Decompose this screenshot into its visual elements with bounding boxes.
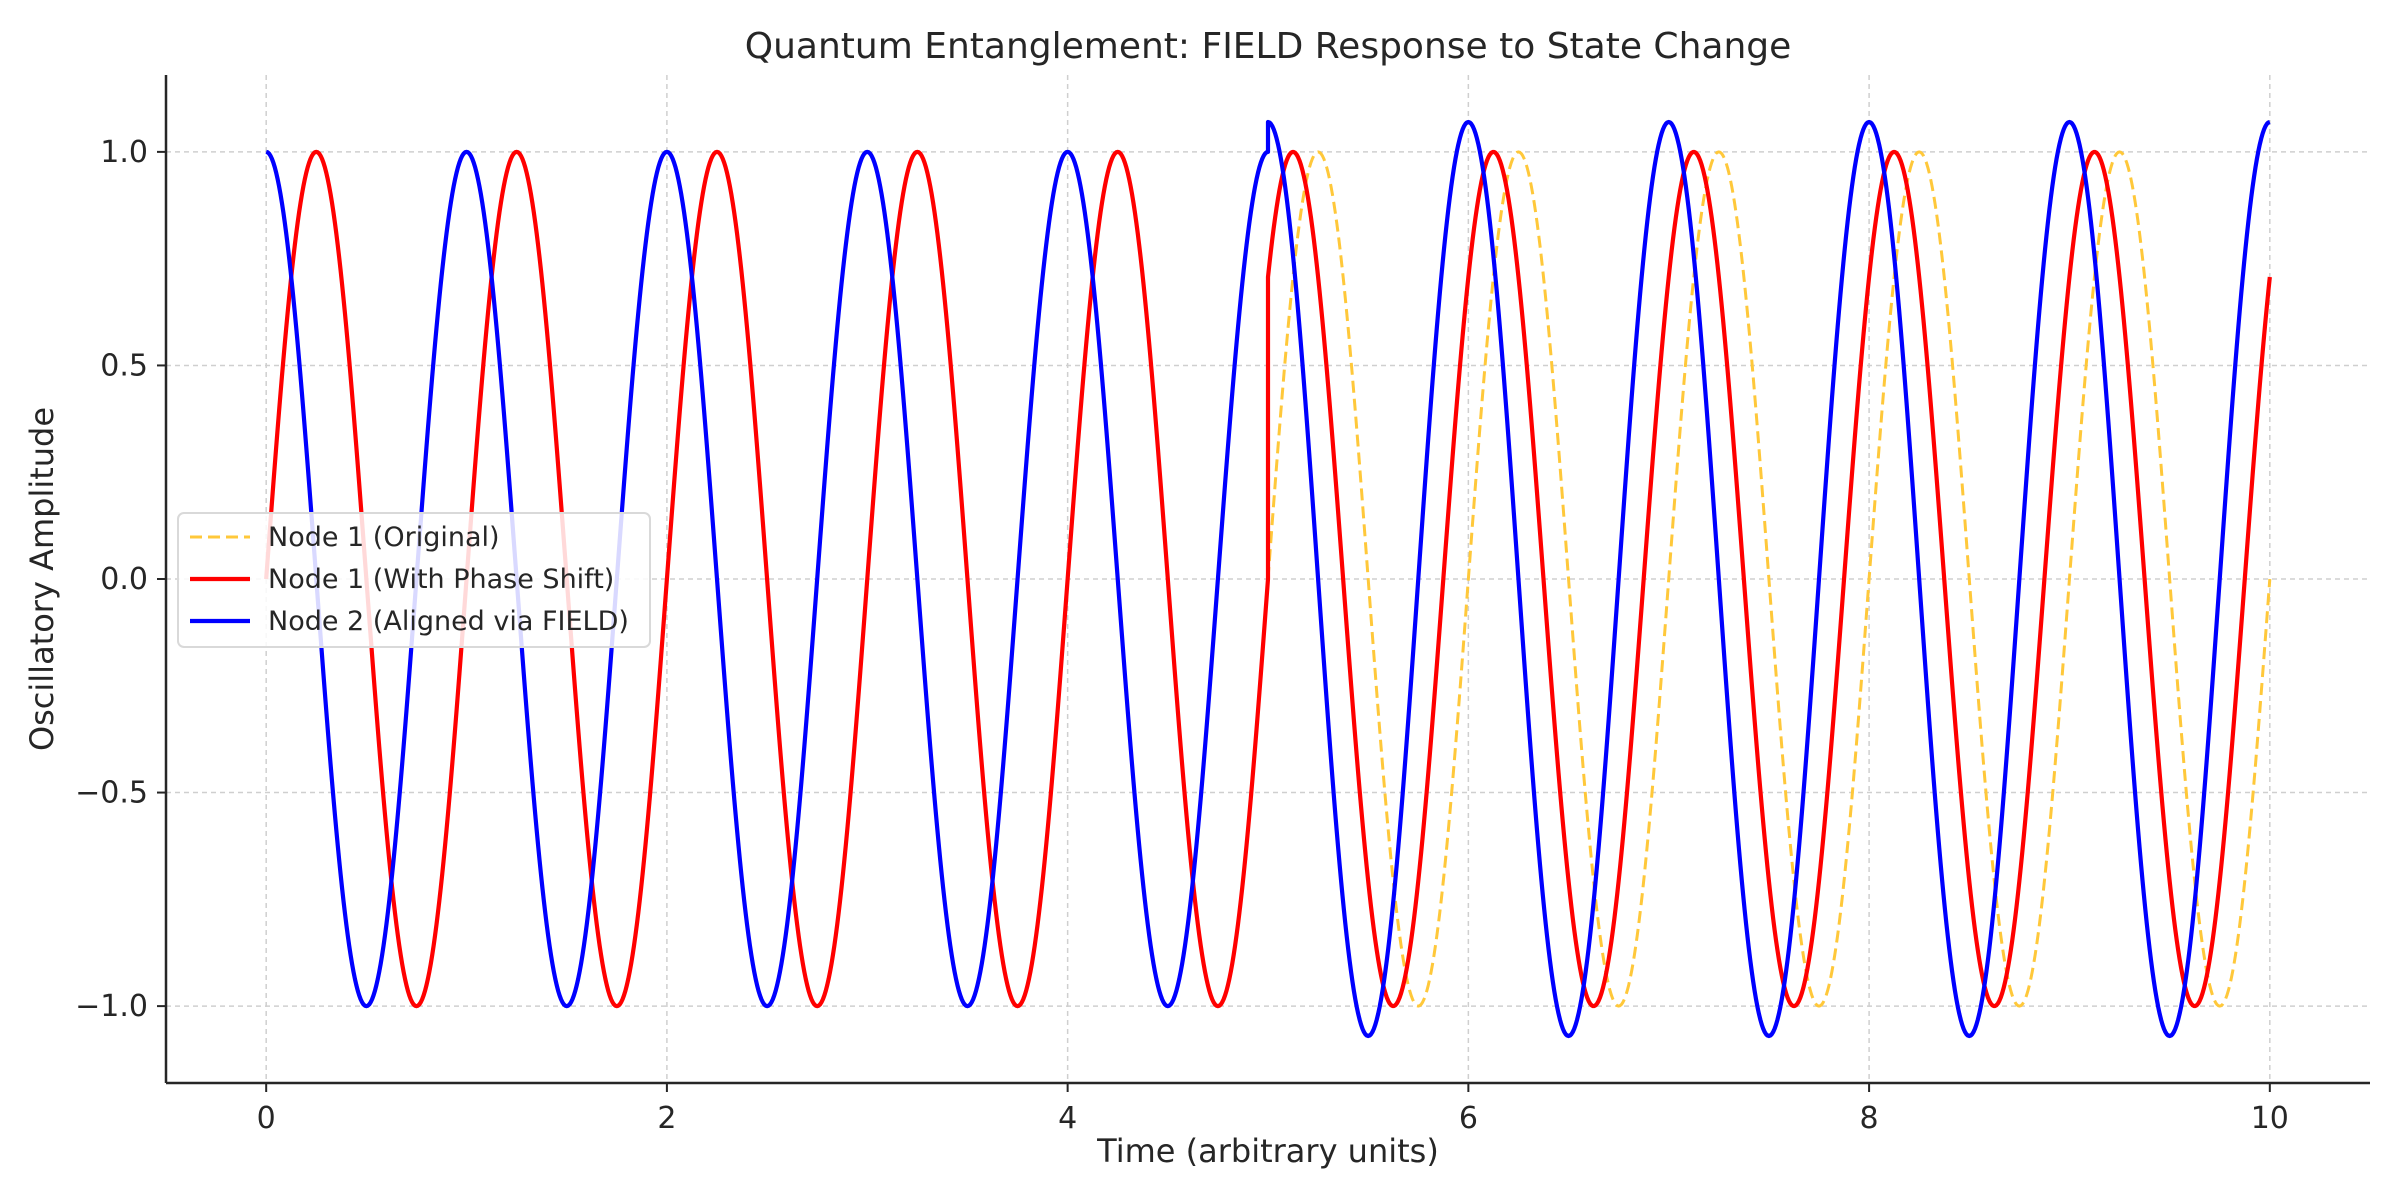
y-axis-label: Oscillatory Amplitude bbox=[23, 407, 61, 751]
series-line-2 bbox=[264, 149, 2272, 1009]
x-tick-label: 0 bbox=[257, 1101, 276, 1136]
legend-label: Node 2 (Aligned via FIELD) bbox=[268, 606, 629, 637]
chart-title: Quantum Entanglement: FIELD Response to … bbox=[745, 26, 1792, 67]
ticks: 0 2 4 6 8 10 1.0 0.5 0.0 −0.5 −1.0 bbox=[75, 135, 2289, 1136]
x-tick-label: 8 bbox=[1860, 1101, 1879, 1136]
y-tick-label: 1.0 bbox=[100, 135, 148, 170]
legend: Node 1 (Original) Node 1 (With Phase Shif… bbox=[177, 512, 651, 648]
y-tick-label: 0.5 bbox=[100, 348, 148, 383]
series-layer bbox=[264, 119, 2272, 1039]
legend-box bbox=[177, 512, 651, 648]
legend-label: Node 1 (Original) bbox=[268, 522, 500, 553]
series-line-3 bbox=[265, 119, 2271, 1039]
y-tick-label: −0.5 bbox=[75, 776, 148, 811]
x-tick-label: 10 bbox=[2251, 1101, 2289, 1136]
y-tick-label: 0.0 bbox=[100, 562, 148, 597]
x-tick-label: 6 bbox=[1459, 1101, 1478, 1136]
legend-label: Node 1 (With Phase Shift) bbox=[268, 564, 614, 595]
x-tick-label: 2 bbox=[657, 1101, 676, 1136]
y-tick-label: −1.0 bbox=[75, 989, 148, 1024]
series-line-1 bbox=[1266, 150, 2272, 1008]
x-axis-label: Time (arbitrary units) bbox=[1096, 1132, 1439, 1170]
x-tick-label: 4 bbox=[1058, 1101, 1077, 1136]
